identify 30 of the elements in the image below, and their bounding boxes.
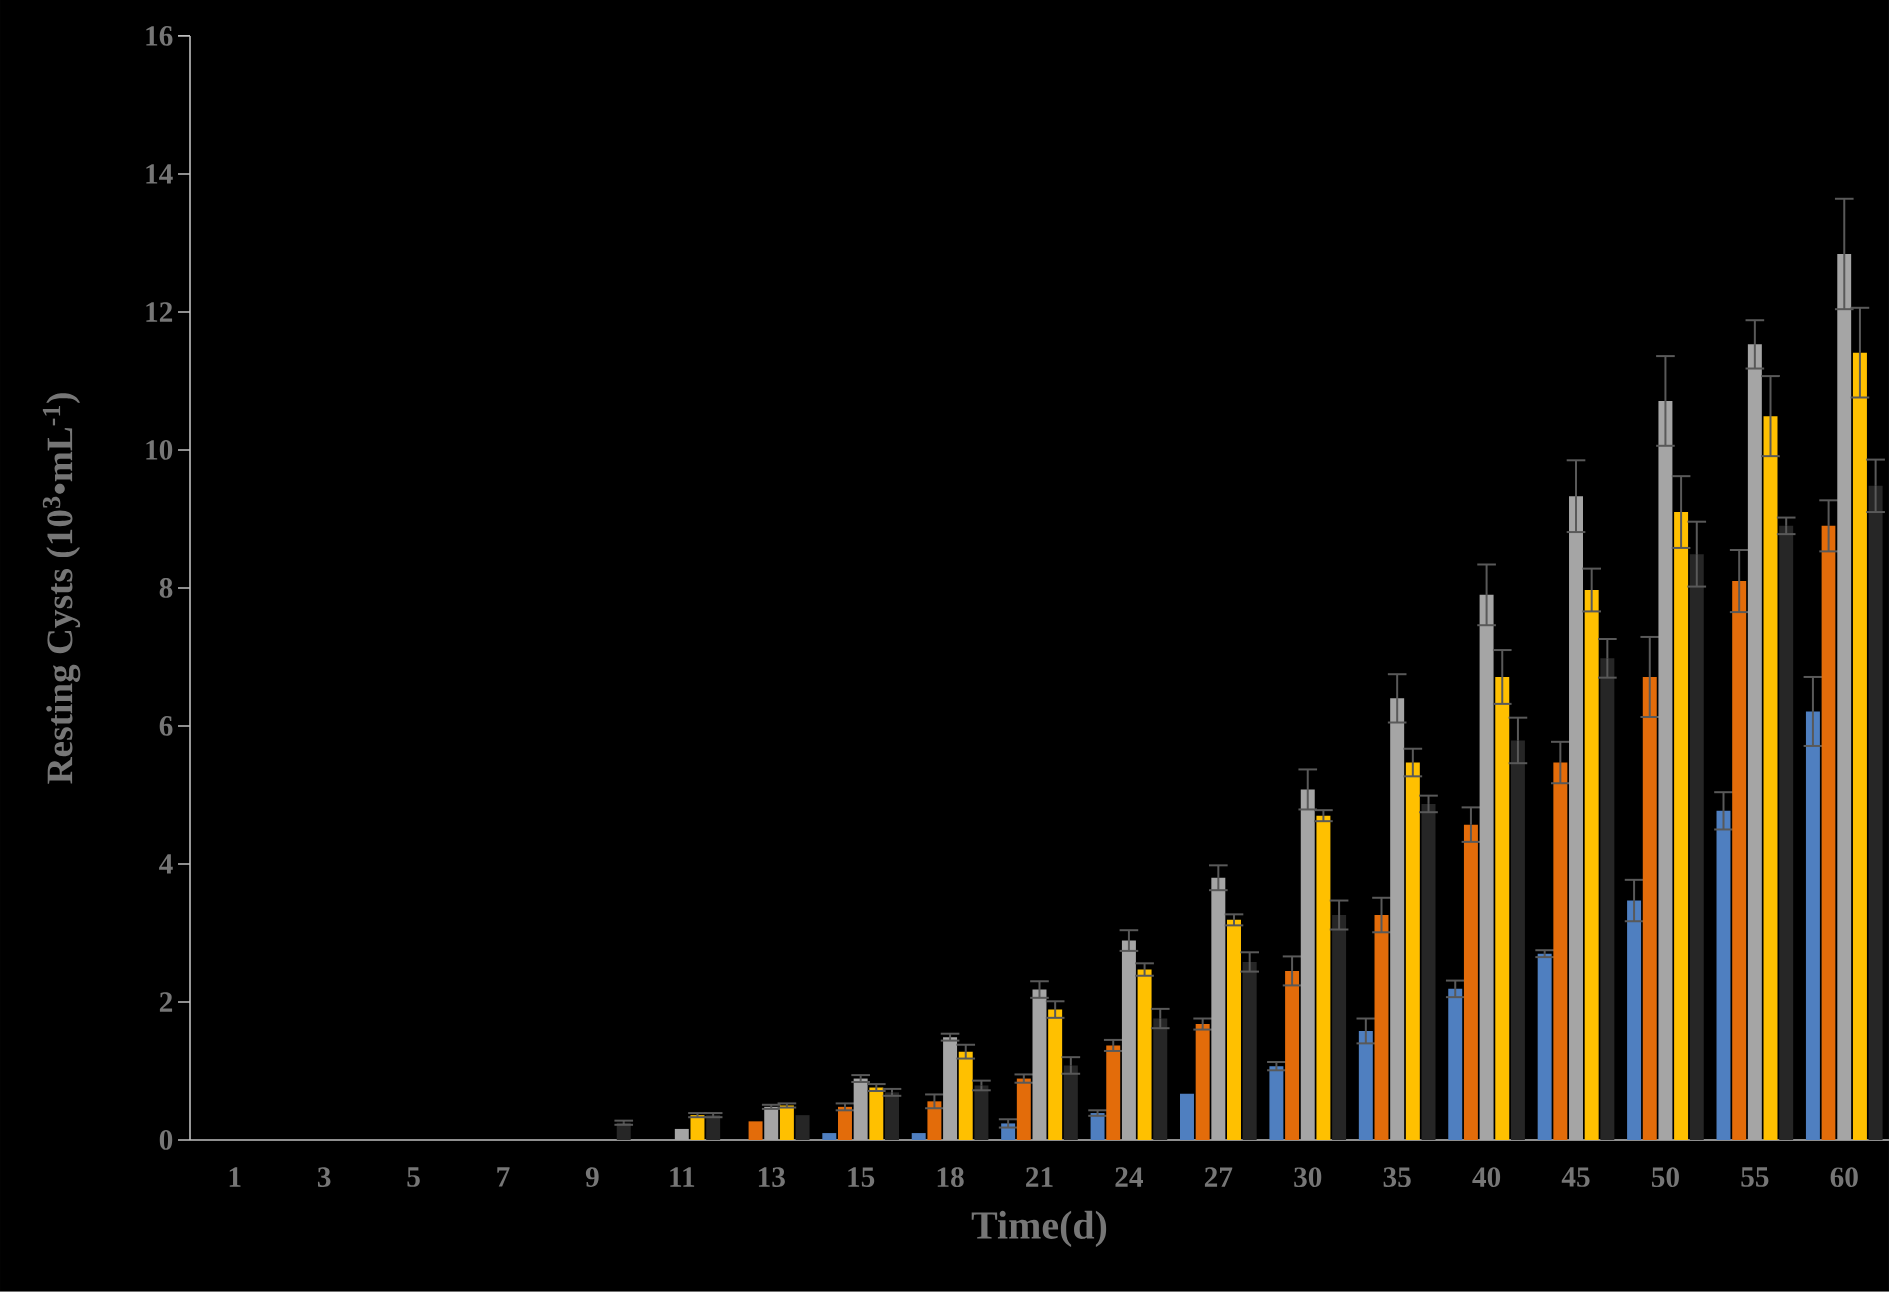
x-tick-label: 15: [848, 1167, 875, 1188]
y-tick-label: 14: [146, 164, 173, 184]
x-tick-label: 21: [1026, 1167, 1053, 1187]
x-tick-label: 5: [407, 1167, 420, 1187]
y-tick-label: 6: [159, 716, 173, 736]
x-tick-label: 27: [1204, 1167, 1233, 1187]
y-axis-title: Resting Cysts (10$^{3}$•mL$^{-1}$): [42, 393, 81, 784]
x-tick-label: 40: [1472, 1167, 1501, 1188]
y-tick-label: 4: [159, 854, 173, 874]
x-axis-title: Time(d): [971, 1210, 1107, 1248]
y-tick-label: 2: [159, 992, 173, 1012]
x-tick-label: 18: [937, 1167, 964, 1188]
x-tick-label: 60: [1830, 1167, 1858, 1188]
y-tick-label: 8: [159, 578, 173, 598]
x-tick-label: 7: [497, 1167, 510, 1187]
x-tick-label: 3: [317, 1167, 331, 1188]
x-tick-label: 24: [1115, 1167, 1143, 1187]
x-tick-label: 45: [1561, 1167, 1590, 1188]
x-tick-label: 30: [1294, 1167, 1322, 1188]
y-tick-label: 16: [146, 26, 173, 46]
x-tick-label: 35: [1383, 1167, 1411, 1188]
x-tick-label: 11: [670, 1167, 695, 1187]
y-tick-label: 12: [146, 302, 173, 322]
y-tick-label: 10: [146, 440, 173, 460]
x-tick-label: 1: [229, 1167, 241, 1187]
x-tick-label: 55: [1741, 1167, 1769, 1187]
x-tick-label: 50: [1651, 1167, 1679, 1188]
x-tick-label: 13: [758, 1167, 785, 1188]
y-tick-label: 0: [159, 1130, 173, 1150]
x-tick-label: 9: [585, 1167, 599, 1188]
